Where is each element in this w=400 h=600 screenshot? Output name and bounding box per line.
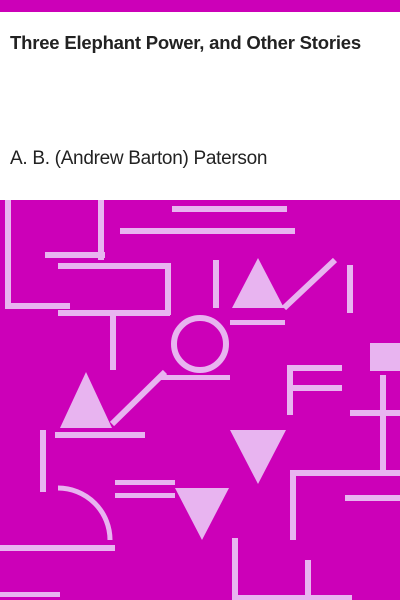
pattern-bar: [380, 375, 386, 475]
pattern-bar: [230, 320, 285, 325]
pattern-bar: [350, 410, 400, 416]
pattern-bar: [55, 432, 145, 438]
pattern-bar: [290, 470, 400, 476]
pattern-bar: [110, 315, 116, 370]
cover-pattern-art: [0, 200, 400, 600]
pattern-triangle: [232, 258, 284, 308]
pattern-diagonal: [281, 257, 338, 311]
book-title: Three Elephant Power, and Other Stories: [10, 32, 361, 53]
pattern-bar: [0, 545, 115, 551]
pattern-bar: [5, 200, 11, 308]
pattern-bar: [305, 560, 311, 600]
pattern-bar: [165, 263, 171, 315]
pattern-bar: [120, 228, 295, 234]
pattern-bar: [160, 375, 230, 380]
pattern-triangle: [175, 488, 229, 540]
pattern-diagonal: [109, 369, 168, 427]
pattern-triangle: [230, 430, 286, 484]
pattern-background: [0, 200, 400, 600]
pattern-bar: [213, 260, 219, 308]
pattern-bar: [287, 385, 342, 391]
pattern-bar: [45, 252, 105, 258]
pattern-bar: [58, 263, 170, 269]
pattern-arc: [57, 485, 113, 541]
pattern-bar: [115, 480, 175, 485]
pattern-bar: [232, 595, 352, 600]
pattern-bar: [5, 303, 70, 309]
pattern-bar: [115, 493, 175, 498]
pattern-triangle: [60, 372, 112, 428]
book-author: A. B. (Andrew Barton) Paterson: [10, 148, 268, 169]
pattern-block: [370, 343, 400, 371]
pattern-bar: [58, 310, 170, 316]
pattern-bar: [98, 200, 104, 260]
pattern-bar: [290, 470, 296, 540]
pattern-circle: [171, 315, 229, 373]
pattern-bar: [347, 265, 353, 313]
top-color-bar: [0, 0, 400, 12]
pattern-bar: [172, 206, 287, 212]
pattern-bar: [232, 538, 238, 600]
pattern-bar: [345, 495, 400, 501]
pattern-bar: [40, 430, 46, 492]
pattern-bar: [287, 365, 342, 371]
pattern-bar: [0, 592, 60, 597]
